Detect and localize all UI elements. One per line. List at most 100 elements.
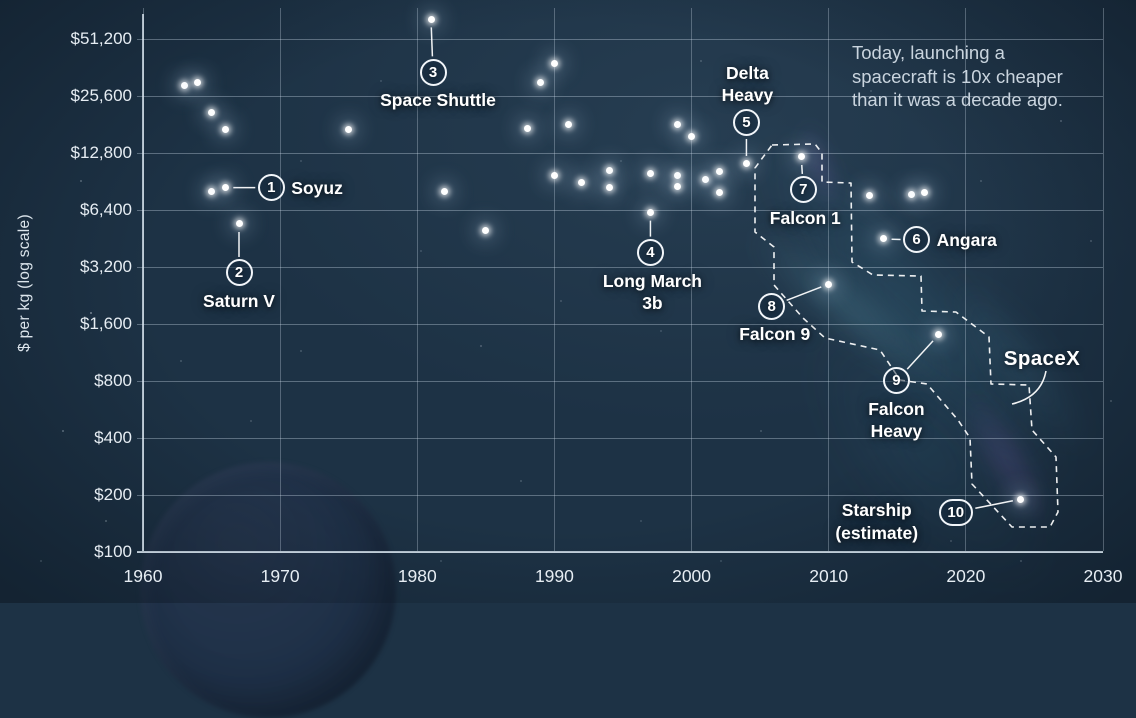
data-point	[565, 121, 572, 128]
y-tick-label: $400	[40, 428, 132, 448]
data-point	[702, 176, 709, 183]
background-star	[720, 560, 722, 562]
y-gridline	[137, 210, 1103, 211]
background-star	[440, 560, 442, 562]
data-point	[551, 172, 558, 179]
background-star	[250, 420, 252, 422]
background-star	[420, 250, 422, 252]
data-point	[674, 121, 681, 128]
callout-label-falcon: Falcon Heavy	[806, 398, 986, 443]
callout-connector	[787, 287, 822, 300]
callout-number-3: 3	[420, 59, 447, 86]
background-star	[760, 430, 762, 432]
callout-number-8: 8	[758, 293, 785, 320]
data-point	[798, 153, 805, 160]
background-star	[480, 345, 482, 347]
data-point	[222, 184, 229, 191]
y-gridline	[137, 153, 1103, 154]
callout-connector	[431, 27, 432, 56]
data-point	[688, 133, 695, 140]
callout-label-starship: Starship (estimate)	[812, 499, 942, 544]
callout-connector	[802, 165, 803, 174]
background-star	[520, 480, 522, 482]
callout-label-angara: Angara	[937, 228, 997, 252]
callout-label-long-march: Long March 3b	[562, 270, 742, 315]
data-point	[208, 109, 215, 116]
x-tick-label: 2010	[794, 566, 864, 586]
data-point	[674, 183, 681, 190]
x-tick-label: 2030	[1068, 566, 1136, 586]
callout-label-soyuz: Soyuz	[291, 176, 343, 200]
y-tick-label: $51,200	[40, 29, 132, 49]
x-tick-label: 2020	[931, 566, 1001, 586]
y-gridline	[137, 267, 1103, 268]
data-point	[647, 170, 654, 177]
background-star	[1090, 240, 1092, 242]
data-point	[537, 79, 544, 86]
spacex-region-label: SpaceX	[962, 347, 1122, 371]
y-tick-label: $200	[40, 485, 132, 505]
y-gridline	[137, 324, 1103, 325]
y-tick-label: $1,600	[40, 314, 132, 334]
callout-number-9: 9	[883, 367, 910, 394]
nebula-wisp-purple	[789, 116, 851, 218]
callout-number-1: 1	[258, 174, 285, 201]
y-axis-line	[142, 14, 144, 551]
callout-number-6: 6	[903, 226, 930, 253]
background-star	[1110, 400, 1112, 402]
background-star	[660, 330, 662, 332]
data-point	[194, 79, 201, 86]
callout-number-4: 4	[637, 239, 664, 266]
data-point	[674, 172, 681, 179]
y-tick-label: $800	[40, 371, 132, 391]
data-point	[222, 126, 229, 133]
data-point	[716, 189, 723, 196]
data-point	[935, 331, 942, 338]
background-star	[380, 80, 382, 82]
y-gridline	[137, 39, 1103, 40]
y-axis-title: $ per kg (log scale)	[16, 214, 34, 352]
data-point	[606, 184, 613, 191]
data-point	[921, 189, 928, 196]
background-star	[300, 160, 302, 162]
background-star	[80, 180, 82, 182]
y-gridline	[137, 495, 1103, 496]
data-point	[551, 60, 558, 67]
data-point	[482, 227, 489, 234]
background-star	[640, 520, 642, 522]
data-point	[1017, 496, 1024, 503]
launch-cost-chart: $51,200$25,600$12,800$6,400$3,200$1,600$…	[0, 0, 1136, 603]
x-tick-label: 1990	[519, 566, 589, 586]
background-star	[300, 350, 302, 352]
x-tick-label: 1960	[108, 566, 178, 586]
y-tick-label: $12,800	[40, 143, 132, 163]
data-point	[208, 188, 215, 195]
data-point	[524, 125, 531, 132]
x-tick-label: 1970	[245, 566, 315, 586]
y-tick-label: $25,600	[40, 86, 132, 106]
data-point	[428, 16, 435, 23]
callout-label-space-shuttle: Space Shuttle	[348, 89, 528, 112]
callout-number-2: 2	[226, 259, 253, 286]
x-tick-label: 2000	[657, 566, 727, 586]
x-gridline	[554, 8, 555, 551]
data-point	[716, 168, 723, 175]
y-tick-label: $100	[40, 542, 132, 562]
callout-connector	[907, 341, 933, 369]
background-star	[950, 540, 952, 542]
x-axis-line	[137, 551, 1103, 553]
callout-label-falcon-1: Falcon 1	[715, 207, 895, 230]
callout-label-delta: Delta Heavy	[657, 62, 837, 107]
background-star	[105, 520, 107, 522]
data-point	[866, 192, 873, 199]
background-star	[180, 360, 182, 362]
callout-number-7: 7	[790, 176, 817, 203]
x-tick-label: 1980	[382, 566, 452, 586]
callout-number-10: 10	[939, 499, 973, 526]
callout-label-falcon-9: Falcon 9	[685, 323, 865, 346]
data-point	[181, 82, 188, 89]
callout-connector	[975, 501, 1013, 509]
callout-note: Today, launching a spacecraft is 10x che…	[852, 41, 1122, 112]
data-point	[880, 235, 887, 242]
spacex-pointer-curve	[1012, 371, 1046, 404]
